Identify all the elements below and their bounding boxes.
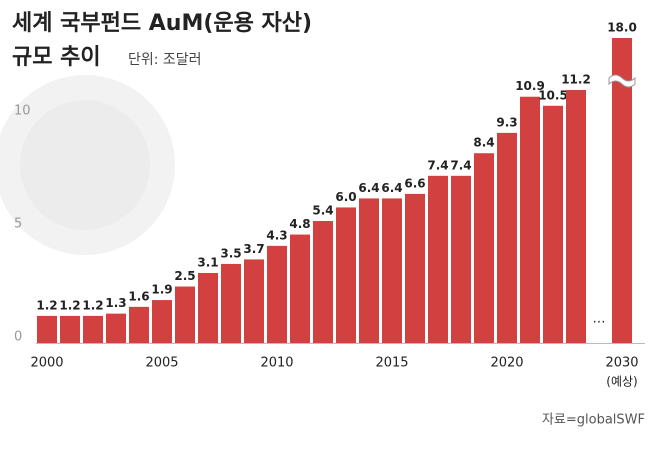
bar [83,315,103,343]
value-label: 1.9 [151,283,172,297]
x-tick-label: 2000 [30,356,63,371]
value-label: 9.3 [496,115,517,129]
value-label: 5.4 [312,204,333,218]
value-label: 8.4 [473,136,494,150]
bar [244,259,264,343]
bar [336,207,356,343]
bar [313,221,333,343]
globe-decoration [20,100,150,230]
value-label: 6.4 [381,181,402,195]
axis-break [608,74,636,88]
value-label: 6.0 [335,190,356,204]
value-label: 6.6 [404,176,425,190]
value-label: 6.4 [358,181,379,195]
bar [497,132,517,343]
bar [221,263,241,343]
value-label: 11.2 [561,72,591,86]
bar [566,89,586,344]
bar [359,198,379,343]
bar [129,306,149,343]
value-label: 2.5 [174,269,195,283]
bar [451,175,471,343]
bar [198,272,218,343]
value-label: 18.0 [607,21,637,35]
value-label: 7.4 [427,158,448,172]
x-tick-note: (예상) [606,375,637,389]
value-label: 4.3 [266,228,287,242]
value-label: 3.7 [243,242,264,256]
bar [60,315,80,343]
value-label: 7.4 [450,158,471,172]
bar [152,300,172,343]
bar [520,96,540,343]
x-tick-label: 2010 [260,356,293,371]
bar [267,245,287,343]
value-label: 3.5 [220,246,241,260]
value-label: 1.2 [59,298,80,312]
x-tick-label: 2020 [490,356,523,371]
bar [543,105,563,344]
chart-title: 세계 국부펀드 AuM(운용 자산) [12,11,312,36]
bar [382,198,402,343]
bar [290,234,310,343]
x-tick-label: 2030 [605,356,638,371]
value-label: 3.1 [197,255,218,269]
value-label: 4.8 [289,217,310,231]
x-tick-label: 2015 [375,356,408,371]
bar [405,193,425,343]
bar [474,153,494,343]
source: 자료=globalSWF [542,413,645,428]
chart-subtitle: 단위: 조달러 [128,52,202,68]
x-tick-label: … [593,312,606,327]
bar [612,38,632,343]
value-label: 1.6 [128,289,149,303]
bar [106,313,126,343]
bar [37,315,57,343]
value-label: 1.3 [105,296,126,310]
value-label: 10.5 [538,88,568,102]
y-tick-label: 10 [14,104,31,119]
x-tick-label: 2005 [145,356,178,371]
value-label: 1.2 [36,298,57,312]
chart-title: 규모 추이 [12,45,101,70]
y-tick-label: 5 [14,217,22,232]
bar [175,286,195,343]
value-label: 10.9 [515,79,545,93]
bar [428,175,448,343]
y-tick-label: 0 [14,330,22,345]
value-label: 1.2 [82,298,103,312]
